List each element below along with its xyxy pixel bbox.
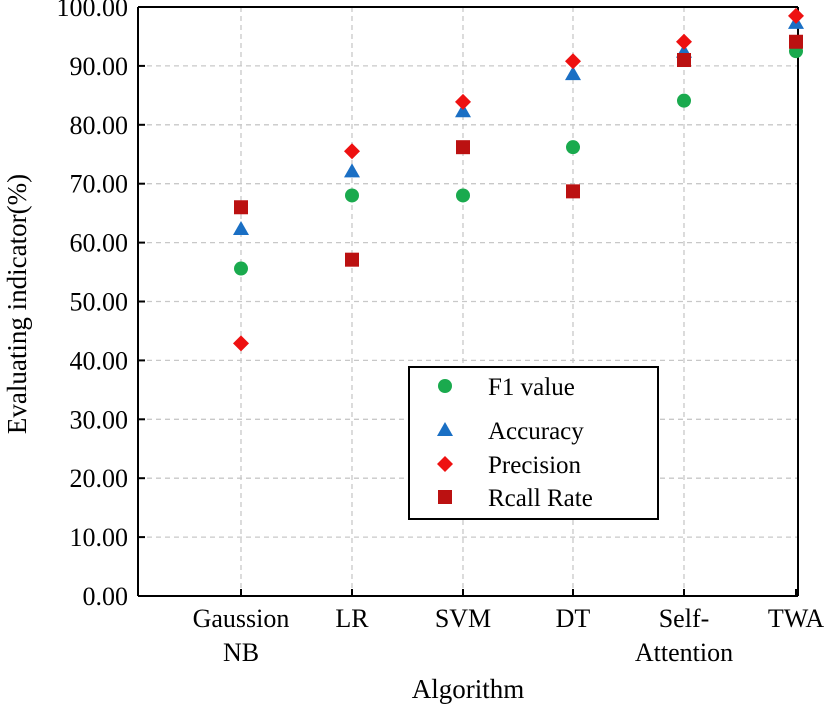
point-rcall-rate — [566, 184, 580, 199]
x-tick-label-line: LR — [335, 604, 369, 633]
y-tick-label: 50.00 — [70, 288, 129, 317]
x-tick-label: Gaussion NB — [193, 604, 290, 667]
y-tick-label: 0.00 — [83, 582, 129, 611]
legend-label-accuracy: Accuracy — [488, 418, 584, 445]
point-precision — [565, 53, 581, 70]
point-f1-value — [345, 188, 359, 203]
y-axis-ticks: 0.00 10.00 20.00 30.00 40.00 50.00 60.00 70.00 8… — [57, 0, 145, 611]
point-precision — [233, 335, 249, 352]
point-rcall-rate — [677, 53, 691, 68]
legend-items: F1 value Accuracy Precision Rcall Rate — [437, 374, 593, 512]
y-tick-label: 60.00 — [70, 229, 129, 258]
point-precision — [676, 33, 692, 50]
y-tick-label: 80.00 — [70, 111, 129, 140]
legend-marker-precision — [437, 456, 453, 472]
grid-lines — [138, 7, 798, 596]
point-f1-value — [456, 188, 470, 203]
x-tick-label: Self- Attention — [635, 604, 733, 667]
point-accuracy — [455, 103, 471, 118]
x-tick-label: TWA — [768, 604, 825, 633]
legend-label-precision: Precision — [488, 452, 582, 479]
point-f1-value — [234, 261, 248, 276]
y-tick-label: 20.00 — [70, 464, 129, 493]
y-tick-label: 40.00 — [70, 346, 129, 375]
point-rcall-rate — [234, 200, 248, 215]
legend-marker-accuracy — [437, 422, 453, 436]
x-tick-label: DT — [556, 604, 591, 633]
point-precision — [344, 143, 360, 160]
data-points — [233, 7, 804, 352]
point-accuracy — [233, 221, 249, 236]
legend: F1 value Accuracy Precision Rcall Rate — [408, 366, 659, 520]
legend-label-rcall-rate: Rcall Rate — [488, 485, 593, 512]
point-f1-value — [677, 93, 691, 108]
point-rcall-rate — [345, 252, 359, 267]
legend-box — [408, 366, 659, 520]
x-tick-label-line: TWA — [768, 604, 825, 633]
legend-label-f1-value: F1 value — [488, 374, 575, 401]
y-tick-label: 100.00 — [57, 0, 129, 22]
point-accuracy — [565, 66, 581, 81]
point-f1-value — [566, 140, 580, 155]
y-tick-label: 70.00 — [70, 170, 129, 199]
point-precision — [788, 7, 804, 24]
x-axis-title: Algorithm — [412, 674, 525, 704]
y-tick-label: 30.00 — [70, 405, 129, 434]
x-tick-label: SVM — [435, 604, 491, 633]
point-precision — [455, 93, 471, 110]
x-tick-label-line: Attention — [635, 638, 733, 667]
x-axis-ticks: Gaussion NB LR SVM DT Self- Attention TWA — [193, 589, 825, 667]
x-tick-label-line: NB — [223, 638, 259, 667]
x-tick-label-line: Self- — [659, 604, 710, 633]
x-tick-label-line: SVM — [435, 604, 491, 633]
y-tick-label: 10.00 — [70, 523, 129, 552]
x-tick-label-line: Gaussion — [193, 604, 290, 633]
x-tick-label-line: DT — [556, 604, 591, 633]
point-rcall-rate — [789, 34, 803, 49]
axes — [137, 6, 799, 597]
y-tick-label: 90.00 — [70, 52, 129, 81]
point-accuracy — [344, 163, 360, 178]
y-axis-title: Evaluating indicator(%) — [2, 174, 32, 434]
point-rcall-rate — [456, 140, 470, 155]
x-tick-label: LR — [335, 604, 369, 633]
legend-marker-f1-value — [438, 379, 452, 393]
legend-marker-rcall-rate — [438, 490, 452, 504]
